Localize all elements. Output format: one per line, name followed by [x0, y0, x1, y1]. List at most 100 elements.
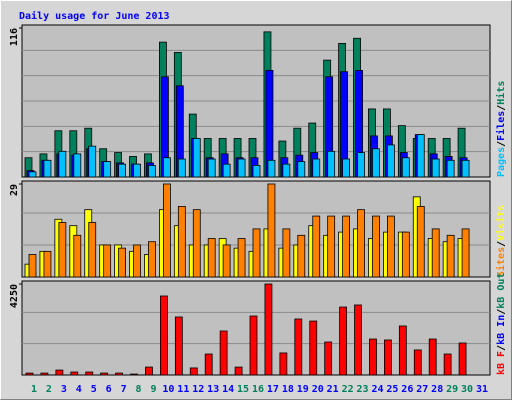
bar: [133, 244, 141, 278]
bar: [342, 158, 351, 178]
x-tick-label: 30: [461, 384, 473, 395]
bar: [413, 349, 422, 376]
x-tick-label: 1: [31, 384, 37, 395]
bar: [297, 234, 306, 278]
x-tick-label: 12: [192, 384, 204, 395]
bar: [28, 171, 37, 178]
legend-entry: Hits: [495, 81, 507, 105]
legend-separator: /: [496, 241, 507, 247]
x-tick-label: 6: [106, 384, 112, 395]
bar: [162, 183, 171, 278]
x-tick-label: 2: [46, 384, 52, 395]
bar: [264, 283, 273, 376]
x-tick-label: 22: [342, 384, 354, 395]
x-tick-label: 7: [121, 384, 127, 395]
x-tick-label: 16: [252, 384, 264, 395]
bar: [252, 228, 261, 278]
bar: [294, 318, 303, 376]
bar: [103, 161, 112, 178]
bar: [312, 215, 321, 278]
bar: [222, 244, 231, 278]
bar: [43, 159, 52, 178]
x-tick-label: 26: [401, 384, 413, 395]
bar: [162, 157, 171, 178]
bar: [357, 152, 365, 178]
bar: [339, 306, 348, 376]
bar: [207, 158, 216, 178]
bar: [148, 165, 156, 178]
bar: [401, 157, 410, 178]
x-tick-label: 18: [282, 384, 294, 395]
bar: [401, 231, 410, 278]
legend-entry: Files: [495, 111, 507, 141]
x-tick-label: 15: [237, 384, 249, 395]
x-tick-label: 17: [267, 384, 279, 395]
bar: [386, 215, 395, 278]
bar: [372, 215, 380, 278]
bar: [461, 159, 470, 178]
x-tick-label: 10: [162, 384, 174, 395]
bar: [130, 373, 138, 376]
bar: [416, 206, 425, 278]
bar: [357, 209, 365, 278]
bar: [28, 254, 37, 278]
legend-separator: /: [496, 105, 507, 111]
x-tick-label: 28: [431, 384, 443, 395]
bar: [327, 150, 336, 178]
bar: [282, 163, 291, 178]
x-tick-label: 11: [177, 384, 189, 395]
bar: [431, 158, 440, 178]
legend-separator: /: [496, 345, 507, 351]
bar: [174, 316, 183, 376]
x-tick-label: 29: [446, 384, 458, 395]
x-tick-label: 4: [76, 384, 82, 395]
bar: [222, 163, 231, 178]
x-tick-label: 8: [136, 384, 142, 395]
bar: [446, 234, 455, 278]
bar: [145, 366, 153, 376]
y-tick-label: 4250: [9, 284, 20, 308]
x-tick-label: 31: [476, 384, 488, 395]
bar: [85, 371, 94, 376]
bar: [88, 145, 97, 178]
bar: [398, 325, 407, 376]
bar: [237, 158, 246, 178]
bar: [192, 138, 201, 178]
bar: [354, 304, 362, 376]
x-tick-label: 13: [207, 384, 219, 395]
x-tick-label: 25: [386, 384, 398, 395]
bar: [118, 247, 126, 278]
bar: [369, 338, 377, 376]
bar: [55, 369, 64, 376]
bar: [43, 250, 52, 278]
bar: [115, 372, 123, 376]
bar: [312, 158, 321, 178]
bar: [234, 366, 243, 376]
y-tick-label: 29: [9, 184, 20, 196]
x-tick-label: 9: [150, 384, 156, 395]
bar: [189, 367, 198, 376]
legend: Pages/Files/Hits: [495, 81, 507, 177]
legend-separator: /: [496, 141, 507, 147]
bar: [159, 295, 168, 376]
x-tick-label: 24: [371, 384, 383, 395]
bar: [103, 244, 112, 278]
legend-entry: Pages: [496, 147, 507, 177]
bar: [458, 342, 467, 376]
bar: [118, 163, 126, 178]
bar: [309, 320, 318, 376]
bar: [100, 372, 109, 376]
bar: [446, 159, 455, 178]
x-tick-label: 23: [357, 384, 369, 395]
bar: [416, 134, 425, 178]
legend-entry: kB Out: [496, 273, 507, 309]
bar: [177, 158, 186, 178]
bar: [40, 372, 49, 376]
bar: [428, 338, 437, 376]
y-tick-label: 116: [9, 28, 20, 46]
bar: [249, 315, 258, 376]
bar: [327, 215, 336, 278]
x-tick-label: 19: [297, 384, 309, 395]
legend: kB F/kB In/kB Out: [496, 273, 507, 375]
